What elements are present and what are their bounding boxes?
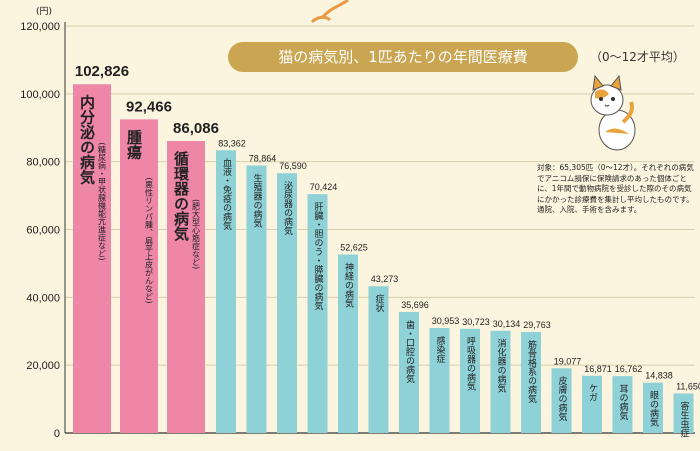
bar-category-label: 泌尿器の病気 <box>282 180 293 236</box>
bar-category-label: 歯・口腔の病気 <box>404 319 415 384</box>
bar-sub-label: (糖尿病・甲状腺機能亢進症など) <box>98 142 107 260</box>
bar <box>368 286 389 433</box>
bar-value-label: 11,650 <box>676 381 700 391</box>
bar <box>120 119 158 434</box>
bar-category-label: 筋骨格系の病気 <box>526 339 537 404</box>
bar-category-label: 生殖器の病気 <box>252 172 263 228</box>
bar <box>246 165 267 434</box>
bar-value-label: 102,826 <box>75 63 129 80</box>
bar-value-label: 83,362 <box>218 138 246 148</box>
bar <box>673 393 694 433</box>
bar-value-label: 43,273 <box>371 274 399 284</box>
leash-icon <box>320 0 349 19</box>
bar-value-label: 35,696 <box>401 300 429 310</box>
bar <box>307 194 328 433</box>
chart-subtitle: （0〜12才平均） <box>590 50 685 64</box>
bar-value-label: 16,871 <box>584 364 612 374</box>
bar-category-label: 眼の病気 <box>648 391 659 428</box>
y-tick-label: 120,000 <box>20 21 60 33</box>
bar-value-label: 76,590 <box>279 161 307 171</box>
bar-value-label: 86,086 <box>173 120 219 137</box>
bar <box>216 150 236 433</box>
bar-value-label: 92,466 <box>126 98 172 115</box>
y-tick-label: 40,000 <box>26 292 60 304</box>
bar <box>399 311 419 433</box>
bar <box>73 84 111 434</box>
bar <box>338 254 358 433</box>
bar-category-label: 肝臓・胆のう・膵臓の病気 <box>313 202 324 311</box>
y-tick-label: 60,000 <box>26 225 60 237</box>
bar-value-label: 30,723 <box>462 317 490 327</box>
chart-note: 対象：65,305匹（0〜12才）。それぞれの病気でアニコム損保に保険請求のあっ… <box>537 163 694 214</box>
bar-sub-label: (悪性リンパ腫、扁平上皮がんなど) <box>145 177 154 303</box>
bar <box>551 368 572 433</box>
chart-title: 猫の病気別、1匹あたりの年間医療費 <box>228 42 578 72</box>
bar-category-label: 神経の病気 <box>343 261 354 308</box>
bar-value-label: 78,864 <box>249 154 277 164</box>
bar <box>167 141 205 434</box>
calico-cat-icon <box>590 74 636 151</box>
y-tick-label: 0 <box>54 428 60 440</box>
bar-category-label: 耳の病気 <box>618 384 629 421</box>
y-tick-label: 80,000 <box>26 157 60 169</box>
bar <box>277 173 297 434</box>
bar-category-label: 腫瘍 <box>125 129 143 161</box>
bar-value-label: 29,763 <box>523 320 551 330</box>
y-tick-label: 100,000 <box>20 89 60 101</box>
bar-value-label: 30,953 <box>432 316 460 326</box>
y-tick-label: 20,000 <box>26 360 60 372</box>
bar-value-label: 70,424 <box>310 182 338 192</box>
bar <box>612 376 633 433</box>
bar-value-label: 14,838 <box>645 371 673 381</box>
bar-category-label: 感染症 <box>435 335 446 364</box>
bar <box>490 330 511 433</box>
bar <box>582 375 602 433</box>
bar-category-label: ケガ <box>587 384 598 402</box>
bar <box>521 332 541 433</box>
bar-category-label: 血液・免疫の病気 <box>221 157 232 231</box>
y-unit-label: (円) <box>36 6 52 17</box>
bar-sub-label: (肥大型心筋症など) <box>192 199 201 269</box>
bar-value-label: 52,625 <box>340 243 368 253</box>
bar <box>460 328 480 433</box>
bar-category-label: 寄生虫症 <box>679 400 690 438</box>
bar-category-label: 症状 <box>374 293 385 312</box>
bar-category-label: 内分泌の病気 <box>78 93 96 185</box>
bar <box>643 382 663 433</box>
bar-value-label: 19,077 <box>554 356 582 366</box>
bar-category-label: 呼吸器の病気 <box>465 337 476 392</box>
bar-value-label: 16,762 <box>615 364 643 374</box>
bar-category-label: 循環器の病気 <box>172 150 190 242</box>
bar <box>429 328 450 433</box>
bar-value-label: 30,134 <box>493 319 521 329</box>
bar-category-label: 消化器の病気 <box>496 338 507 394</box>
bar-category-label: 皮膚の病気 <box>557 375 568 422</box>
